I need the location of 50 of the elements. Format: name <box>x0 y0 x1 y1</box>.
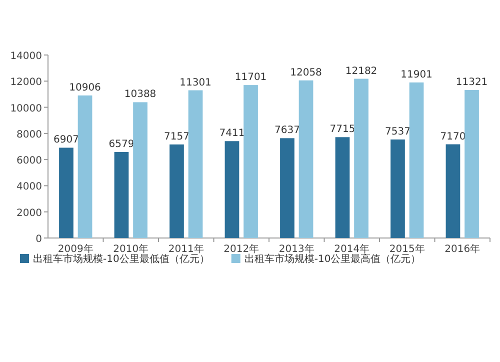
bar <box>446 144 460 238</box>
bar <box>298 80 314 238</box>
data-label: 10388 <box>124 89 156 100</box>
data-label: 12058 <box>290 67 322 78</box>
data-label: 10906 <box>69 82 101 94</box>
data-label: 6907 <box>54 134 79 146</box>
x-tick-label: 2010年 <box>113 243 149 255</box>
x-tick-label: 2014年 <box>334 243 370 255</box>
y-tick-label: 14000 <box>10 51 42 62</box>
data-label: 7537 <box>385 126 410 138</box>
data-label: 12182 <box>345 66 378 77</box>
bar <box>224 141 240 238</box>
bar <box>354 78 368 238</box>
bar <box>114 152 129 238</box>
y-tick-label: 0 <box>36 234 42 245</box>
y-tick-label: 6000 <box>16 156 42 167</box>
x-tick-label: 2009年 <box>58 243 94 255</box>
data-label: 11701 <box>234 72 267 84</box>
data-label: 11901 <box>400 69 432 80</box>
bar <box>170 144 184 238</box>
x-tick-label: 2011年 <box>168 243 204 255</box>
x-tick-label: 2013年 <box>278 243 314 255</box>
bar <box>390 139 405 238</box>
data-label: 7637 <box>274 125 300 136</box>
bar <box>464 90 479 238</box>
data-label: 7170 <box>440 131 466 142</box>
y-tick-label: 2000 <box>16 208 42 219</box>
x-tick-label: 2015年 <box>389 243 425 255</box>
x-tick-label: 2012年 <box>224 243 260 255</box>
bar <box>78 95 92 238</box>
data-label: 7715 <box>330 124 356 136</box>
bar <box>409 82 424 238</box>
data-label: 11321 <box>456 77 488 88</box>
data-label: 7411 <box>219 128 245 140</box>
y-tick-label: 8000 <box>16 129 42 140</box>
bar <box>335 137 350 238</box>
data-label: 11301 <box>180 77 212 88</box>
legend-label: 出租车市场规模-10公里最低值（亿元） <box>33 253 210 265</box>
bar <box>59 148 74 238</box>
bar <box>188 90 203 238</box>
data-label: 6579 <box>108 139 134 150</box>
x-tick-label: 2016年 <box>444 243 480 255</box>
bar <box>280 138 294 238</box>
bar <box>244 85 258 238</box>
y-tick-label: 4000 <box>16 182 42 193</box>
legend-label: 出租车市场规模-10公里最高值（亿元） <box>244 253 421 265</box>
y-tick-label: 12000 <box>10 77 42 88</box>
data-label: 7157 <box>164 131 190 142</box>
y-tick-label: 10000 <box>10 103 42 114</box>
bar <box>133 102 148 238</box>
